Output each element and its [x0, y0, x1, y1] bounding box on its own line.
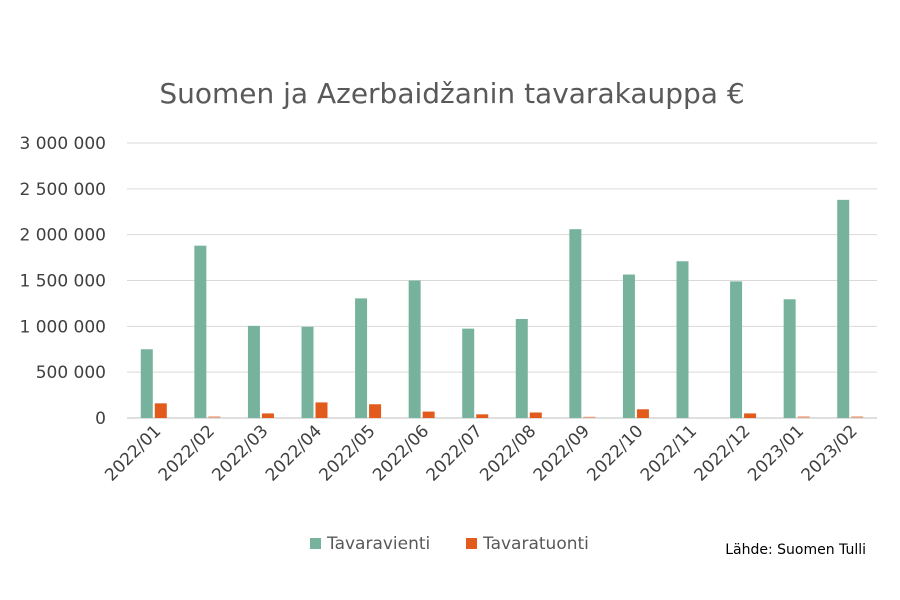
bar-tavaratuonti-2023-01 — [797, 416, 810, 418]
bar-tavaravienti-2022-02 — [194, 245, 207, 418]
y-tick-label: 2 500 000 — [19, 180, 106, 200]
x-tick-label: 2022/06 — [369, 421, 433, 485]
bar-tavaratuonti-2022-04 — [315, 402, 328, 418]
bar-tavaratuonti-2022-01 — [154, 403, 167, 418]
legend-label-tavaravienti: Tavaravienti — [326, 534, 430, 554]
x-tick-label: 2022/02 — [155, 421, 219, 485]
bar-tavaravienti-2022-12 — [730, 281, 743, 418]
bar-tavaratuonti-2022-10 — [636, 409, 649, 418]
bar-tavaravienti-2022-09 — [569, 229, 582, 418]
y-tick-label: 2 000 000 — [19, 226, 106, 246]
bar-tavaravienti-2022-08 — [515, 319, 528, 418]
bar-tavaravienti-2022-01 — [140, 349, 153, 418]
x-tick-label: 2022/04 — [262, 421, 326, 485]
legend-swatch-tavaravienti — [310, 538, 321, 549]
x-tick-label: 2022/07 — [423, 421, 487, 485]
bar-tavaravienti-2022-11 — [676, 261, 689, 418]
bar-tavaratuonti-2022-08 — [529, 412, 542, 418]
legend-label-tavaratuonti: Tavaratuonti — [482, 534, 589, 554]
bar-tavaravienti-2023-02 — [837, 199, 850, 418]
bars — [140, 199, 864, 418]
bar-tavaravienti-2022-04 — [301, 326, 314, 418]
x-tick-label: 2022/01 — [101, 421, 165, 485]
y-tick-label: 1 000 000 — [19, 317, 106, 337]
bar-tavaratuonti-2022-12 — [744, 413, 757, 418]
bar-tavaratuonti-2022-06 — [422, 411, 435, 418]
x-tick-label: 2023/02 — [798, 421, 862, 485]
bar-tavaravienti-2022-10 — [622, 274, 635, 418]
bar-tavaratuonti-2022-07 — [476, 414, 489, 418]
source-note: Lähde: Suomen Tulli — [725, 542, 866, 558]
x-tick-label: 2022/12 — [691, 421, 755, 485]
x-tick-label: 2022/08 — [476, 421, 540, 485]
x-tick-label: 2022/11 — [637, 421, 701, 485]
y-axis-tick-labels: 0 500 000 1 000 000 1 500 000 2 000 000 2 500… — [19, 134, 106, 429]
y-tick-label: 0 — [95, 409, 106, 429]
bar-tavaravienti-2023-01 — [783, 299, 796, 418]
bar-tavaratuonti-2022-09 — [583, 416, 596, 418]
bar-tavaravienti-2022-03 — [247, 325, 260, 418]
bar-tavaratuonti-2022-03 — [261, 413, 274, 418]
x-tick-label: 2022/05 — [316, 421, 380, 485]
x-axis: 2022/012022/022022/032022/042022/052022/… — [101, 421, 862, 485]
bar-tavaravienti-2022-05 — [355, 298, 368, 418]
bar-tavaratuonti-2022-02 — [208, 416, 221, 418]
chart-title: Suomen ja Azerbaidžanin tavarakauppa € — [159, 77, 744, 110]
x-tick-label: 2022/03 — [208, 421, 272, 485]
legend-swatch-tavaratuonti — [466, 538, 477, 549]
bar-tavaravienti-2022-07 — [462, 328, 475, 418]
bar-tavaratuonti-2022-05 — [369, 404, 382, 418]
x-tick-label: 2022/09 — [530, 421, 594, 485]
y-tick-label: 3 000 000 — [19, 134, 106, 154]
legend: Tavaravienti Tavaratuonti — [310, 534, 589, 554]
x-tick-label: 2023/01 — [744, 421, 808, 485]
bar-tavaratuonti-2023-02 — [851, 416, 864, 418]
x-tick-label: 2022/10 — [583, 421, 647, 485]
y-tick-label: 500 000 — [36, 363, 106, 383]
y-tick-label: 1 500 000 — [19, 272, 106, 292]
grid-lines — [127, 142, 877, 419]
bar-tavaravienti-2022-06 — [408, 280, 421, 418]
